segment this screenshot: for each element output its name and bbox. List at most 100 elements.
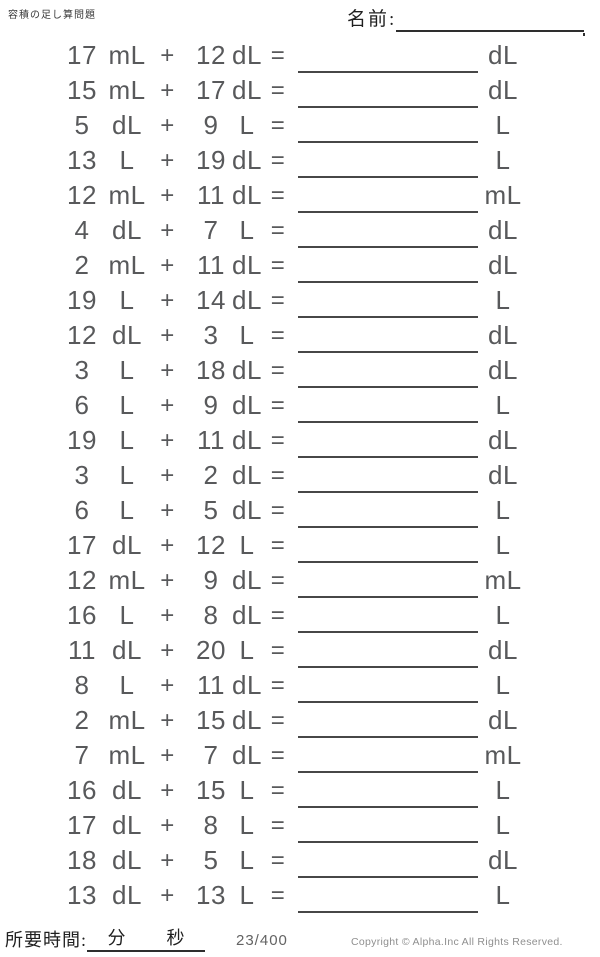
problem-row: 13 L + 19 dL = L	[59, 143, 600, 178]
answer-unit: L	[495, 390, 511, 420]
equals-sign: =	[270, 741, 286, 769]
answer-blank-line[interactable]	[298, 351, 478, 353]
plus-sign: +	[160, 76, 175, 104]
operand1-value: 16	[67, 600, 97, 630]
operand1-unit: dL	[112, 635, 142, 665]
equals-sign: =	[270, 146, 286, 174]
answer-blank-line[interactable]	[298, 491, 478, 493]
operand2-unit: dL	[232, 425, 262, 455]
answer-unit: L	[495, 530, 511, 560]
name-input-line[interactable]	[396, 7, 586, 36]
operand1-value: 12	[67, 565, 97, 595]
problem-row: 3 L + 18 dL = dL	[59, 353, 600, 388]
operand2-value: 7	[203, 215, 219, 245]
plus-sign: +	[160, 216, 175, 244]
operand1-value: 15	[67, 75, 97, 105]
answer-blank-line[interactable]	[298, 246, 478, 248]
equals-sign: =	[270, 496, 286, 524]
equals-sign: =	[270, 321, 286, 349]
operand1-unit: mL	[108, 75, 146, 105]
operand1-unit: mL	[108, 250, 146, 280]
answer-blank-line[interactable]	[298, 596, 478, 598]
plus-sign: +	[160, 776, 175, 804]
operand2-value: 19	[196, 145, 226, 175]
worksheet-title: 容積の足し算問題	[8, 10, 96, 21]
answer-blank-line[interactable]	[298, 736, 478, 738]
answer-unit: mL	[484, 740, 522, 770]
operand1-unit: dL	[112, 110, 142, 140]
problem-row: 19 L + 14 dL = L	[59, 283, 600, 318]
operand2-value: 5	[203, 845, 219, 875]
operand2-value: 11	[197, 250, 225, 280]
operand2-value: 20	[196, 635, 226, 665]
plus-sign: +	[160, 146, 175, 174]
answer-blank-line[interactable]	[298, 771, 478, 773]
operand1-unit: L	[119, 355, 135, 385]
answer-blank-line[interactable]	[298, 141, 478, 143]
operand1-value: 17	[67, 40, 97, 70]
operand2-unit: L	[239, 880, 255, 910]
answer-blank-line[interactable]	[298, 876, 478, 878]
operand2-unit: dL	[232, 40, 262, 70]
operand2-value: 12	[196, 40, 226, 70]
operand1-value: 3	[74, 460, 90, 490]
problem-row: 11 dL + 20 L = dL	[59, 633, 600, 668]
operand1-value: 19	[67, 425, 97, 455]
name-field: 名前:	[347, 7, 586, 36]
answer-unit: mL	[484, 565, 522, 595]
equals-sign: =	[270, 111, 286, 139]
problem-row: 6 L + 9 dL = L	[59, 388, 600, 423]
answer-blank-line[interactable]	[298, 386, 478, 388]
answer-blank-line[interactable]	[298, 106, 478, 108]
answer-blank-line[interactable]	[298, 631, 478, 633]
operand1-value: 19	[67, 285, 97, 315]
answer-blank-line[interactable]	[298, 71, 478, 73]
answer-blank-line[interactable]	[298, 666, 478, 668]
operand2-unit: dL	[232, 565, 262, 595]
plus-sign: +	[160, 811, 175, 839]
answer-blank-line[interactable]	[298, 281, 478, 283]
operand1-unit: L	[119, 390, 135, 420]
answer-blank-line[interactable]	[298, 806, 478, 808]
answer-unit: dL	[488, 635, 518, 665]
copyright: Copyright © Alpha.Inc All Rights Reserve…	[351, 936, 563, 948]
operand2-value: 3	[203, 320, 219, 350]
answer-blank-line[interactable]	[298, 911, 478, 913]
operand2-value: 18	[196, 355, 226, 385]
operand2-unit: L	[239, 320, 255, 350]
operand2-value: 7	[203, 740, 219, 770]
plus-sign: +	[160, 286, 175, 314]
problem-row: 12 dL + 3 L = dL	[59, 318, 600, 353]
answer-blank-line[interactable]	[298, 526, 478, 528]
answer-blank-line[interactable]	[298, 176, 478, 178]
answer-blank-line[interactable]	[298, 316, 478, 318]
answer-blank-line[interactable]	[298, 561, 478, 563]
plus-sign: +	[160, 566, 175, 594]
answer-blank-line[interactable]	[298, 701, 478, 703]
operand1-value: 17	[67, 530, 97, 560]
equals-sign: =	[270, 671, 286, 699]
operand2-value: 15	[196, 705, 226, 735]
plus-sign: +	[160, 531, 175, 559]
problem-row: 18 dL + 5 L = dL	[59, 843, 600, 878]
time-input-line[interactable]: 分 秒	[87, 926, 206, 952]
operand2-unit: L	[239, 775, 255, 805]
operand1-unit: dL	[112, 880, 142, 910]
answer-blank-line[interactable]	[298, 841, 478, 843]
operand2-value: 15	[196, 775, 226, 805]
problem-row: 5 dL + 9 L = L	[59, 108, 600, 143]
answer-blank-line[interactable]	[298, 456, 478, 458]
operand2-value: 2	[203, 460, 219, 490]
problem-row: 7 mL + 7 dL = mL	[59, 738, 600, 773]
operand2-unit: dL	[232, 740, 262, 770]
equals-sign: =	[270, 636, 286, 664]
problem-row: 15 mL + 17 dL = dL	[59, 73, 600, 108]
answer-blank-line[interactable]	[298, 421, 478, 423]
operand2-unit: dL	[232, 495, 262, 525]
operand1-value: 6	[74, 390, 90, 420]
plus-sign: +	[160, 881, 175, 909]
operand1-unit: L	[119, 670, 135, 700]
answer-blank-line[interactable]	[298, 211, 478, 213]
seconds-label: 秒	[166, 928, 185, 948]
